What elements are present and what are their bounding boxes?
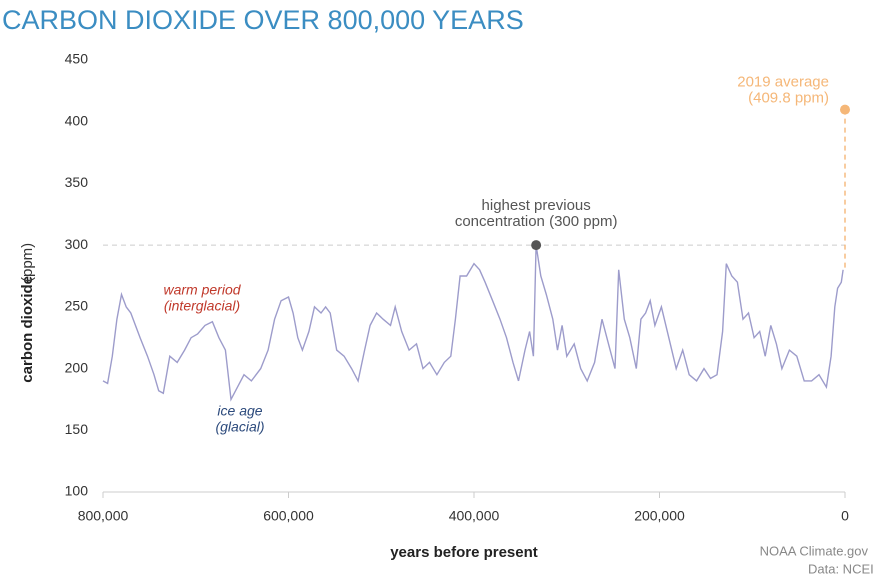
annotation: warm period <box>163 282 241 298</box>
co2-line <box>102 244 844 402</box>
y-tick-label: 400 <box>65 112 89 128</box>
chart-title: CARBON DIOXIDE OVER 800,000 YEARS <box>2 5 524 35</box>
x-tick-label: 0 <box>841 508 849 524</box>
y-tick-label: 250 <box>65 298 89 314</box>
x-tick-label: 800,000 <box>78 508 129 524</box>
y-tick-label: 300 <box>65 236 89 252</box>
point-label: 2019 average <box>737 74 829 91</box>
point-label: highest previous <box>482 197 591 214</box>
highlight-point <box>840 104 850 115</box>
x-tick-label: 600,000 <box>263 508 314 524</box>
y-tick-label: 350 <box>65 174 89 190</box>
source: NOAA Climate.gov <box>760 543 869 558</box>
y-tick-label: 100 <box>65 483 89 499</box>
y-tick-label: 450 <box>65 51 89 67</box>
y-tick-label: 150 <box>65 421 89 437</box>
y-axis-unit: (ppm) <box>19 243 36 282</box>
y-axis-title: carbon dioxide <box>19 276 36 383</box>
x-tick-label: 400,000 <box>449 508 500 524</box>
x-tick-label: 200,000 <box>634 508 685 524</box>
point-label: concentration (300 ppm) <box>455 213 618 230</box>
highlight-point <box>531 240 542 251</box>
y-tick-label: 200 <box>65 359 89 375</box>
annotation: (interglacial) <box>164 298 240 314</box>
source: Data: NCEI <box>808 561 873 576</box>
annotation: ice age <box>217 403 262 419</box>
annotation: (glacial) <box>215 419 264 435</box>
x-axis-title: years before present <box>390 544 538 561</box>
point-label: (409.8 ppm) <box>748 90 829 107</box>
